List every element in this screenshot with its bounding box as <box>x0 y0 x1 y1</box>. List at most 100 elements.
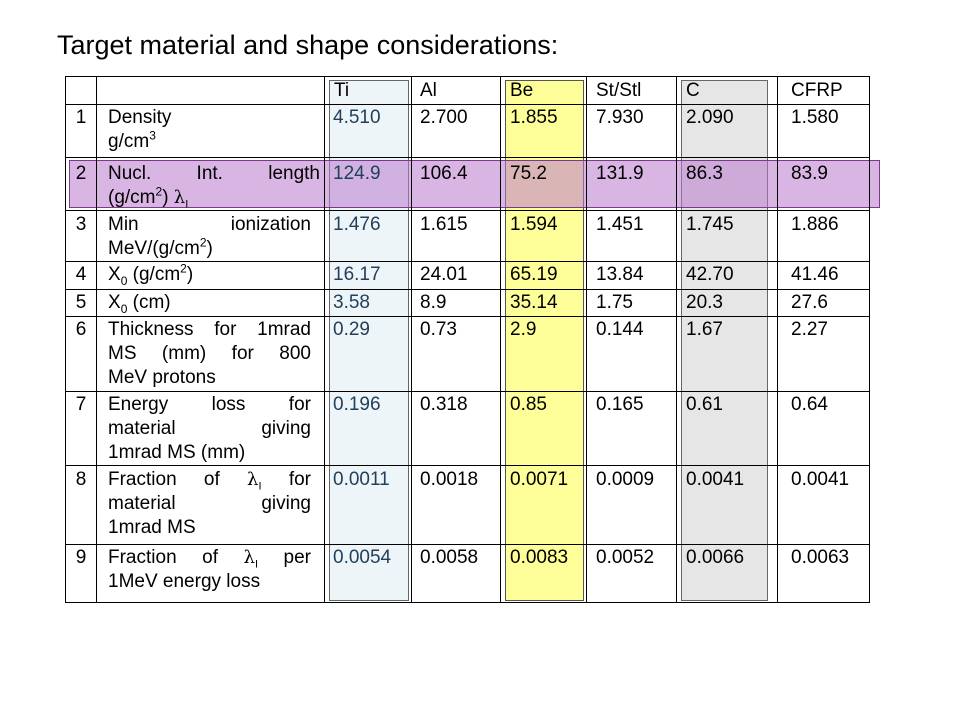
lambda-char: λ <box>243 547 255 568</box>
value-cell: 83.9 <box>791 163 828 184</box>
value-cell: 1.451 <box>596 214 644 235</box>
row-number: 2 <box>75 163 87 184</box>
header-cfrp: CFRP <box>791 80 843 101</box>
value-cell: 41.46 <box>791 264 839 285</box>
label-sub: 0 <box>120 273 128 288</box>
header-al: Al <box>420 80 437 101</box>
row-number: 3 <box>75 214 87 235</box>
value-cell: 0.73 <box>420 319 457 340</box>
label-line: 1mrad MS <box>108 517 196 538</box>
value-cell: 0.0041 <box>791 469 850 490</box>
row-label-fraction-lambda-energy: Fraction of λI per 1MeV energy loss <box>108 546 311 594</box>
row-number: 8 <box>75 469 87 490</box>
grid-hline <box>65 289 870 290</box>
grid-vline <box>586 76 587 602</box>
row-number: 4 <box>75 264 87 285</box>
grid-hline <box>65 316 870 317</box>
value-cell: 0.165 <box>596 394 644 415</box>
label-text: ) <box>162 187 169 208</box>
value-cell: 2.9 <box>510 319 537 340</box>
value-cell: 3.58 <box>333 292 370 313</box>
label-line: MeV protons <box>108 367 216 388</box>
row-label-min-ionization: Min ionization MeV/(g/cm2) <box>108 213 311 261</box>
lambda-char: λ <box>247 469 259 490</box>
label-sup: 2 <box>155 184 163 199</box>
row-label-x0-gcm2: X0 (g/cm2) <box>108 263 320 287</box>
value-cell: 2.700 <box>420 107 468 128</box>
label-text: (g/cm <box>108 187 156 208</box>
label-text: X <box>108 292 121 313</box>
value-cell: 1.855 <box>510 107 558 128</box>
slide-title: Target material and shape considerations… <box>57 30 559 60</box>
value-cell: 1.67 <box>686 319 723 340</box>
grid-vline <box>869 76 870 602</box>
label-text: ) <box>206 238 213 259</box>
label-text: MeV/(g/cm <box>108 238 200 259</box>
grid-hline <box>65 391 870 392</box>
header-c: C <box>686 80 700 101</box>
label-text: Fraction of <box>108 547 218 568</box>
value-cell: 0.61 <box>686 394 723 415</box>
value-cell: 0.64 <box>791 394 828 415</box>
label-line: Fraction of λI for <box>108 468 311 492</box>
value-cell: 24.01 <box>420 264 468 285</box>
label-text: X <box>108 264 121 285</box>
grid-hline <box>65 104 870 105</box>
label-line: Energy loss for <box>108 394 311 415</box>
label-line: MeV/(g/cm2) <box>108 237 311 261</box>
value-cell: 0.0066 <box>686 547 745 568</box>
label-line: Thickness for 1mrad <box>108 319 311 340</box>
label-line: material giving <box>108 493 311 514</box>
value-cell: 1.580 <box>791 107 839 128</box>
row-label-thickness: Thickness for 1mrad MS (mm) for 800 MeV … <box>108 318 311 390</box>
grid-hline <box>65 544 870 545</box>
grid-vline <box>411 76 412 602</box>
grid-hline <box>65 210 870 211</box>
label-sup: 3 <box>149 128 156 143</box>
value-cell: 0.0058 <box>420 547 479 568</box>
label-sup: 2 <box>180 261 187 276</box>
grid-vline <box>676 76 677 602</box>
value-cell: 131.9 <box>596 163 644 184</box>
value-cell: 86.3 <box>686 163 723 184</box>
label-line: 1MeV energy loss <box>108 571 261 592</box>
value-cell: 75.2 <box>510 163 547 184</box>
row-label-fraction-lambda-ms: Fraction of λI for material giving 1mrad… <box>108 468 311 540</box>
grid-vline <box>65 76 66 602</box>
label-text: Fraction of <box>108 469 220 490</box>
value-cell: 16.17 <box>333 264 381 285</box>
lambda-sub: I <box>258 480 262 493</box>
value-cell: 0.85 <box>510 394 547 415</box>
value-cell: 20.3 <box>686 292 723 313</box>
label-text: ) <box>186 264 194 285</box>
header-st-stl: St/Stl <box>596 80 642 101</box>
value-cell: 42.70 <box>686 264 734 285</box>
row-number: 6 <box>75 319 87 340</box>
value-cell: 13.84 <box>596 264 644 285</box>
grid-vline <box>96 76 97 602</box>
lambda-symbol: λI <box>247 469 262 493</box>
label-line: Min ionization <box>108 214 311 235</box>
lambda-sub: I <box>254 558 259 571</box>
label-sub: 0 <box>120 301 128 316</box>
value-cell: 1.75 <box>596 292 633 313</box>
value-cell: 0.0054 <box>333 547 392 568</box>
value-cell: 0.0083 <box>510 547 569 568</box>
lambda-symbol: λI <box>243 547 259 571</box>
value-cell: 0.0011 <box>333 469 390 490</box>
value-cell: 0.196 <box>333 394 381 415</box>
value-cell: 124.9 <box>333 163 381 184</box>
label-text: (g/cm <box>127 264 181 285</box>
label-text: g/cm <box>108 131 150 152</box>
value-cell: 106.4 <box>420 163 468 184</box>
label-text: per <box>283 547 312 568</box>
value-cell: 35.14 <box>510 292 558 313</box>
value-cell: 0.144 <box>596 319 644 340</box>
value-cell: 1.615 <box>420 214 468 235</box>
row-number: 5 <box>75 292 87 313</box>
label-line: 1mrad MS (mm) <box>108 442 246 463</box>
value-cell: 4.510 <box>333 107 381 128</box>
value-cell: 27.6 <box>791 292 828 313</box>
value-cell: 7.930 <box>596 107 644 128</box>
label-line: X0 (cm) <box>108 291 320 315</box>
